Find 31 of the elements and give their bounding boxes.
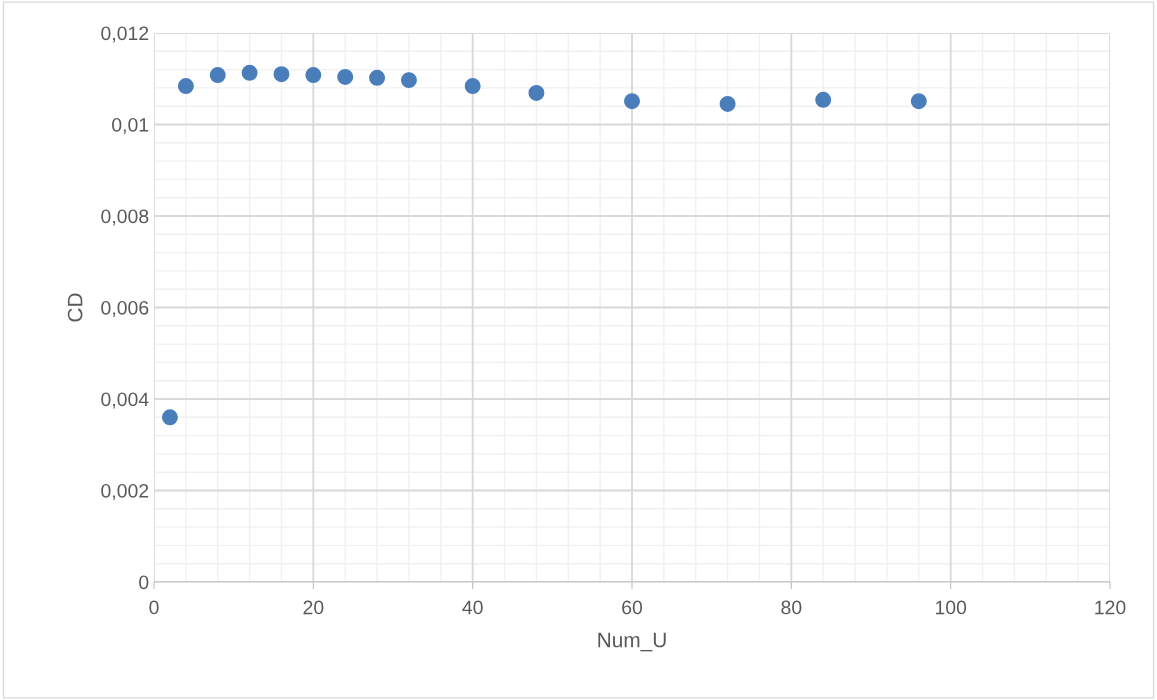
y-tick-label: 0,006	[101, 300, 149, 318]
y-tick-label: 0,01	[112, 117, 149, 135]
y-tick-label: 0	[139, 575, 149, 590]
x-tick-label: 100	[935, 600, 967, 615]
point	[305, 67, 322, 84]
y-tick-label: 0,002	[101, 483, 149, 501]
point	[369, 69, 386, 86]
x-tick-label: 20	[303, 600, 324, 615]
y-tick-label: 0,004	[101, 392, 149, 409]
point	[464, 78, 481, 95]
x-tick-label: 80	[781, 600, 802, 615]
point	[815, 91, 832, 108]
x-tick-label: 0	[149, 600, 159, 615]
point	[209, 67, 226, 84]
point	[624, 93, 640, 110]
point	[528, 84, 545, 101]
point	[273, 66, 290, 83]
point	[719, 95, 736, 112]
point	[177, 78, 194, 95]
x-tick-label: 60	[622, 600, 643, 615]
point	[400, 72, 417, 89]
y-tick-label: 0,012	[101, 26, 149, 43]
y-axis-title: CD	[67, 293, 83, 322]
x-axis-title: Num_U	[598, 632, 666, 652]
point	[241, 64, 258, 81]
x-tick-label: 40	[462, 600, 483, 615]
point	[161, 409, 178, 426]
y-tick-label: 0,008	[101, 209, 149, 226]
x-tick-label: 120	[1095, 600, 1126, 615]
point	[910, 93, 927, 110]
point	[337, 68, 354, 85]
